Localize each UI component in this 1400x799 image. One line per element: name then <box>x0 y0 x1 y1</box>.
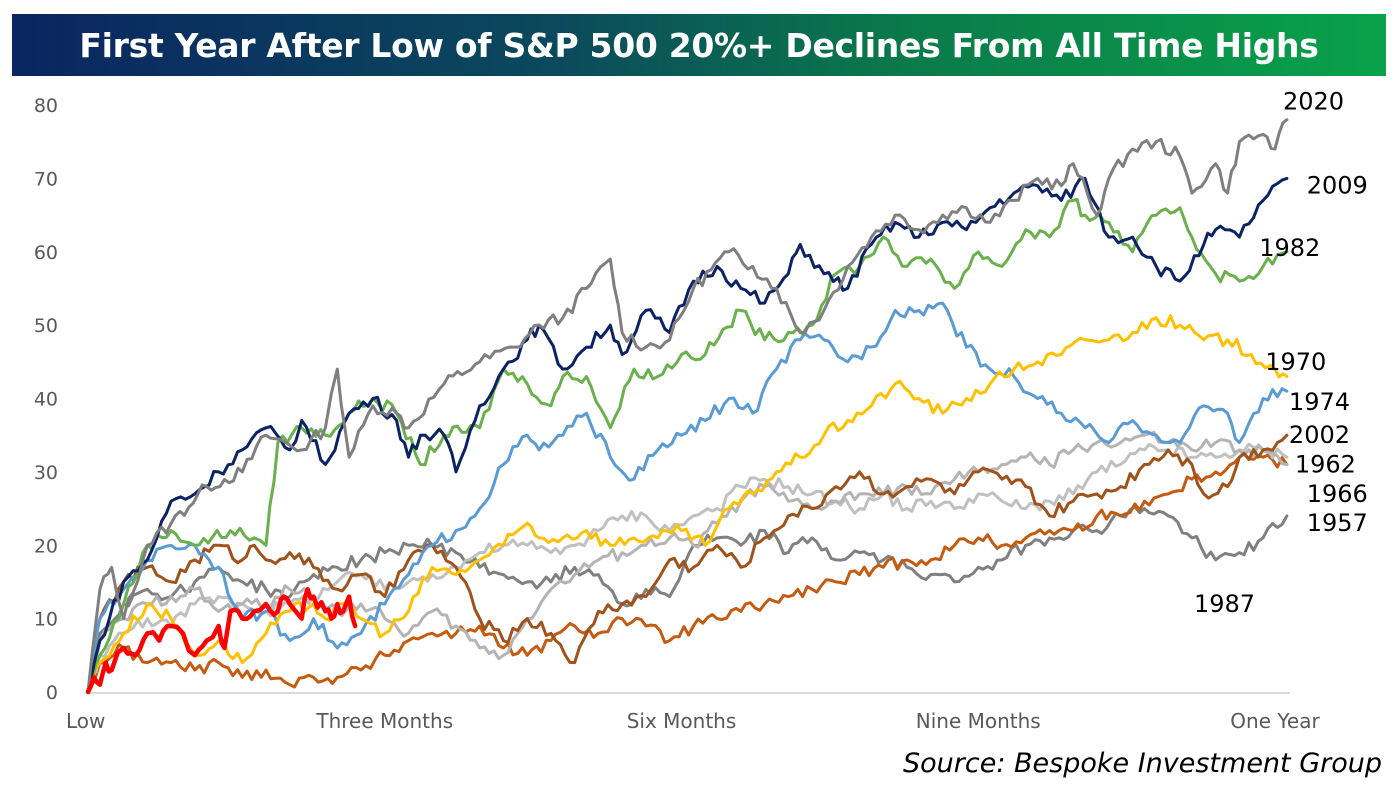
y-tick-label: 60 <box>34 242 58 264</box>
series-label-1962: 1962 <box>1295 451 1356 479</box>
y-tick-label: 80 <box>34 95 58 117</box>
series-line-current <box>85 587 358 695</box>
x-tick-label: Three Months <box>315 709 453 733</box>
x-tick-label: Low <box>66 709 105 733</box>
series-line-1970 <box>86 314 1289 694</box>
series-label-1987: 1987 <box>1194 590 1255 618</box>
series-label-2002: 2002 <box>1289 421 1350 449</box>
x-tick-label: Nine Months <box>916 709 1041 733</box>
series-line-1957 <box>86 452 1289 694</box>
series-line-1966 <box>86 442 1289 694</box>
series-lines <box>85 118 1289 695</box>
x-axis: Low Three Months Six Months Nine Months One … <box>66 709 1320 733</box>
series-label-1957: 1957 <box>1307 509 1368 537</box>
x-tick-label: Six Months <box>627 709 737 733</box>
y-tick-label: 40 <box>34 389 58 411</box>
series-line-2020 <box>86 118 1289 694</box>
series-label-1974: 1974 <box>1289 388 1350 416</box>
chart-title: First Year After Low of S&P 500 20%+ Dec… <box>79 25 1319 65</box>
x-tick-label: One Year <box>1230 709 1320 733</box>
series-line-2009 <box>86 176 1289 694</box>
y-tick-label: 50 <box>34 315 58 337</box>
y-axis: 0 10 20 30 40 50 60 70 80 <box>34 95 58 704</box>
y-tick-label: 10 <box>34 609 58 631</box>
y-tick-label: 70 <box>34 168 58 190</box>
y-tick-label: 30 <box>34 462 58 484</box>
series-label-2020: 2020 <box>1283 87 1344 115</box>
series-line-2002 <box>86 433 1289 694</box>
series-line-1982 <box>86 198 1289 694</box>
chart-title-banner: First Year After Low of S&P 500 20%+ Dec… <box>12 14 1386 76</box>
y-tick-label: 0 <box>46 682 58 704</box>
series-label-1970: 1970 <box>1265 348 1326 376</box>
series-label-1966: 1966 <box>1307 480 1368 508</box>
source-note: Source: Bespoke Investment Group <box>903 748 1382 779</box>
series-label-1982: 1982 <box>1259 234 1320 262</box>
series-line-1974 <box>86 301 1289 694</box>
series-label-2009: 2009 <box>1307 172 1368 200</box>
series-line-1962 <box>86 430 1289 694</box>
y-tick-label: 20 <box>34 535 58 557</box>
